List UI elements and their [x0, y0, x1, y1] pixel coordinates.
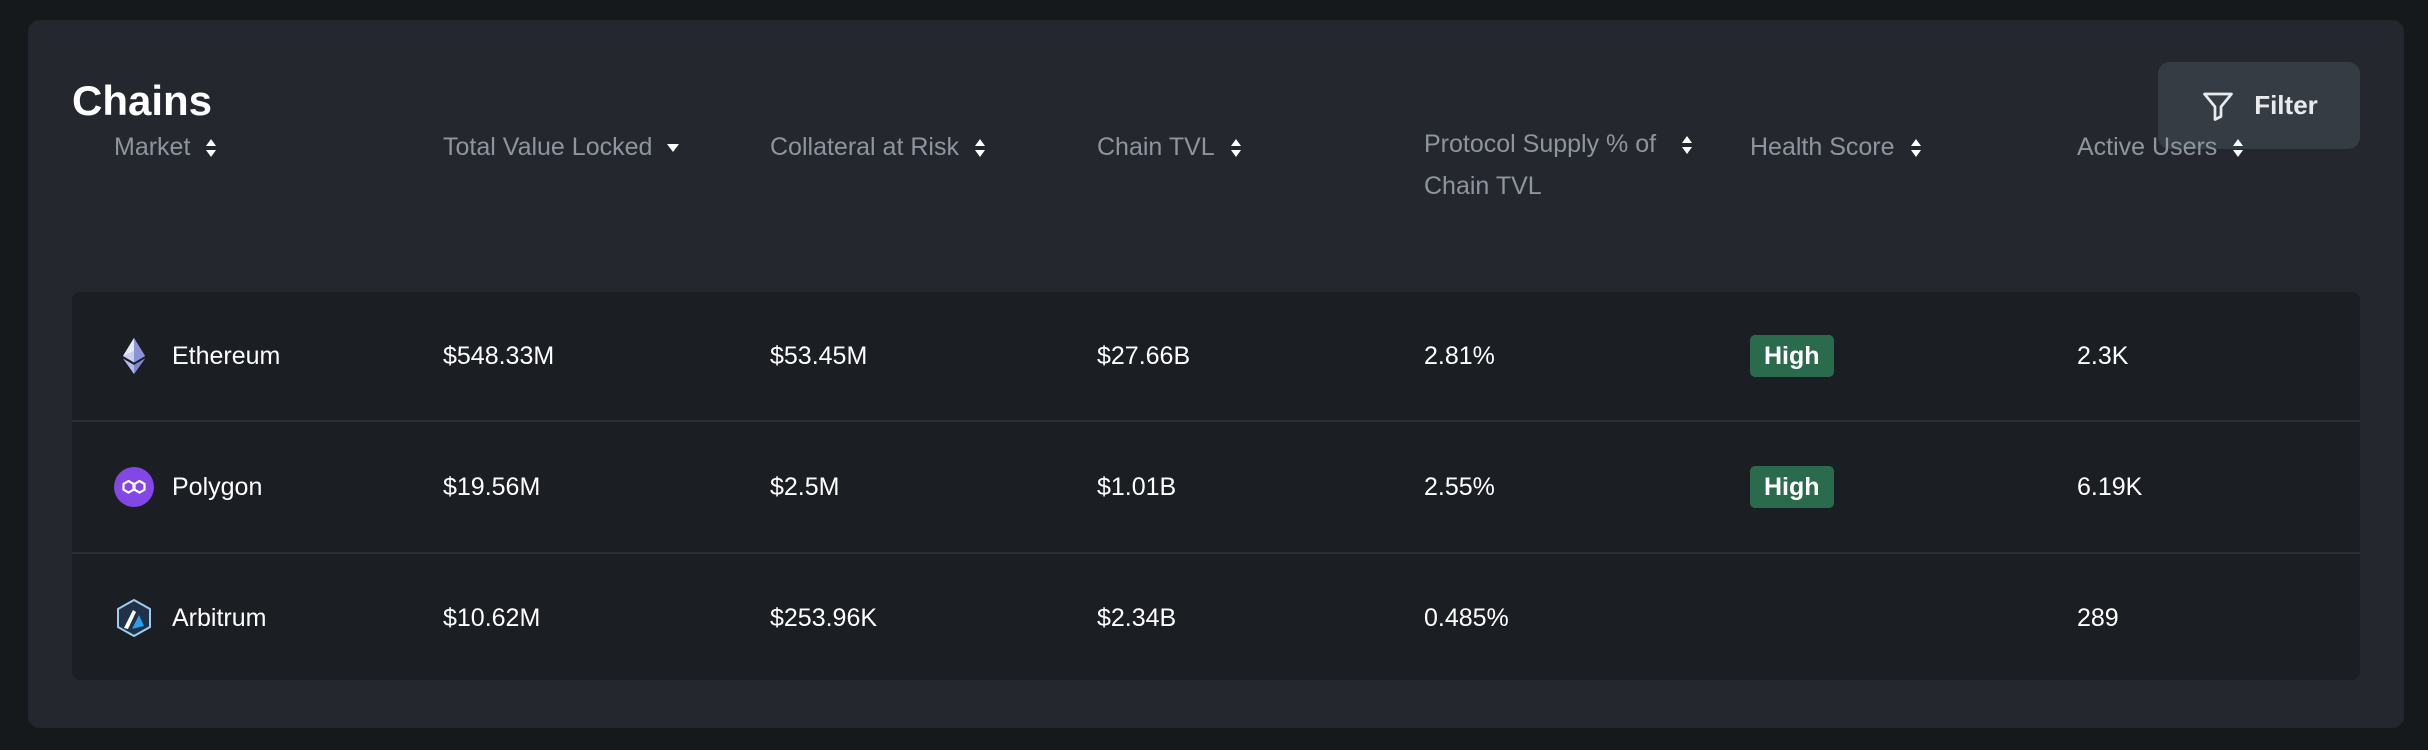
- tvl-value: $548.33M: [443, 341, 555, 370]
- market-cell: Ethereum: [114, 292, 280, 420]
- table-row-arbitrum[interactable]: Arbitrum $10.62M $253.96K $2.34B 0.485% …: [72, 554, 2360, 680]
- market-name: Polygon: [172, 472, 263, 501]
- status-badge: High: [1750, 335, 1834, 377]
- arbitrum-icon: [114, 598, 154, 638]
- supply-pct-value: 2.81%: [1424, 341, 1495, 370]
- collateral-value: $253.96K: [770, 603, 878, 632]
- filter-icon: [2200, 88, 2236, 124]
- column-header-collateral-at-risk[interactable]: Collateral at Risk: [770, 126, 987, 168]
- tvl-value: $19.56M: [443, 472, 541, 501]
- sort-icon: [204, 126, 218, 168]
- chains-table-body: Ethereum $548.33M $53.45M $27.66B 2.81% …: [72, 292, 2360, 680]
- status-badge: High: [1750, 466, 1834, 508]
- health-cell: High: [1750, 422, 1834, 552]
- page-title: Chains: [72, 77, 213, 124]
- column-header-chain-tvl[interactable]: Chain TVL: [1097, 126, 1243, 168]
- active-users-value: 6.19K: [2077, 472, 2143, 501]
- market-name: Arbitrum: [172, 603, 267, 632]
- sort-icon: [2231, 126, 2245, 168]
- market-name: Ethereum: [172, 341, 281, 370]
- ethereum-icon: [114, 336, 154, 376]
- health-cell: High: [1750, 292, 1834, 420]
- sort-icon: [1229, 126, 1243, 168]
- filter-button-label: Filter: [2254, 90, 2318, 120]
- table-row-ethereum[interactable]: Ethereum $548.33M $53.45M $27.66B 2.81% …: [72, 292, 2360, 422]
- market-cell: Arbitrum: [114, 554, 266, 680]
- collateral-value: $53.45M: [770, 341, 868, 370]
- sort-icon: [1680, 123, 1694, 165]
- chain-tvl-value: $27.66B: [1097, 341, 1191, 370]
- column-header-active-users[interactable]: Active Users: [2077, 126, 2245, 168]
- sort-icon: [1909, 126, 1923, 168]
- chain-tvl-value: $2.34B: [1097, 603, 1177, 632]
- polygon-icon: [114, 467, 154, 507]
- sort-desc-icon: [666, 126, 680, 168]
- supply-pct-value: 2.55%: [1424, 472, 1495, 501]
- market-cell: Polygon: [114, 422, 262, 552]
- column-header-total-value-locked[interactable]: Total Value Locked: [443, 126, 680, 168]
- chain-tvl-value: $1.01B: [1097, 472, 1177, 501]
- column-header-protocol-supply[interactable]: Protocol Supply % of Chain TVL: [1424, 123, 1694, 207]
- column-header-market[interactable]: Market: [114, 126, 218, 168]
- active-users-value: 289: [2077, 603, 2119, 632]
- supply-pct-value: 0.485%: [1424, 603, 1509, 632]
- column-header-health-score[interactable]: Health Score: [1750, 126, 1923, 168]
- table-row-polygon[interactable]: Polygon $19.56M $2.5M $1.01B 2.55% High …: [72, 422, 2360, 554]
- sort-icon: [973, 126, 987, 168]
- filter-button[interactable]: Filter: [2158, 62, 2360, 149]
- active-users-value: 2.3K: [2077, 341, 2129, 370]
- chains-card: Chains Filter Market Total Value Locked …: [28, 20, 2404, 728]
- collateral-value: $2.5M: [770, 472, 840, 501]
- tvl-value: $10.62M: [443, 603, 541, 632]
